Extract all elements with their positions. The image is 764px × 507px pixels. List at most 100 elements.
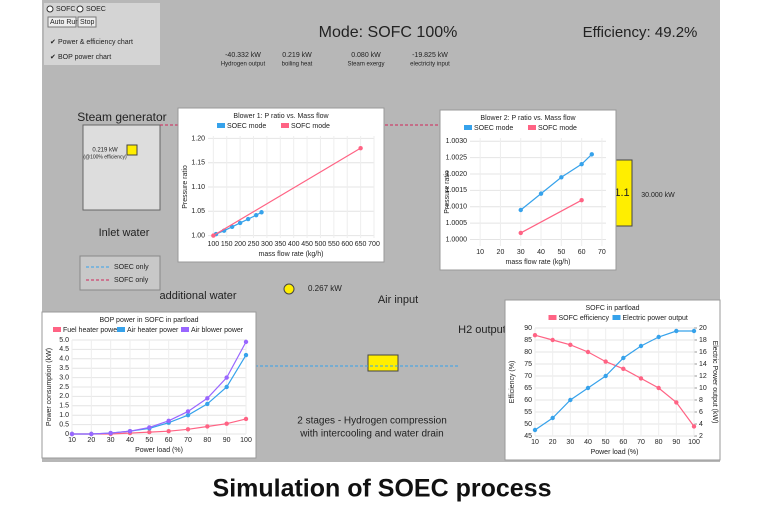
label: 2 stages - Hydrogen compression	[297, 416, 447, 427]
cooler	[367, 354, 399, 372]
button-label: Auto Run	[50, 19, 79, 26]
x-axis-label: Power load (%)	[591, 449, 639, 456]
checkbox[interactable]: ✔	[50, 39, 56, 46]
x-axis-label: Power load (%)	[135, 447, 183, 454]
checkbox[interactable]: ✔	[50, 54, 56, 61]
label: 0.267 kW	[308, 284, 342, 293]
y-tick-label: 1.0030	[446, 138, 468, 145]
x-tick-label: 70	[637, 439, 645, 446]
radio-label: SOFC	[56, 6, 75, 13]
x-tick-label: 300	[261, 241, 273, 248]
y-tick-label: 1.0020	[446, 171, 468, 178]
label: Air input	[378, 294, 418, 306]
point	[603, 373, 608, 379]
x-tick-label: 100	[240, 437, 252, 444]
series-line	[520, 199, 582, 234]
point	[166, 428, 171, 434]
point	[638, 376, 644, 381]
x-tick-label: 80	[655, 439, 663, 446]
x-tick-label: 20	[87, 437, 95, 444]
button[interactable]	[77, 16, 97, 28]
legend-label: SOEC mode	[474, 125, 513, 132]
chart-title: BOP power in SOFC in partload	[99, 317, 198, 324]
y2-tick-label: 10	[699, 385, 707, 392]
x-tick-label: 40	[584, 439, 592, 446]
x-tick-label: 10	[68, 437, 76, 444]
y-tick-label: 1.00	[191, 232, 205, 239]
point	[245, 216, 251, 222]
chart-bg	[504, 299, 721, 461]
y-tick-label: 2.0	[59, 393, 69, 400]
y-tick-label: 1.0025	[446, 154, 468, 161]
y2-tick-label: 20	[699, 325, 707, 332]
y2-tick-label: 4	[699, 421, 703, 428]
y-tick-label: 2.5	[59, 384, 69, 391]
x-axis-label: mass flow rate (kg/h)	[259, 251, 324, 258]
point	[656, 385, 661, 391]
y-tick-label: 1.0005	[446, 220, 468, 227]
legend-label: SOFC mode	[291, 123, 330, 130]
chart-title: SOFC in partload	[585, 305, 639, 312]
point	[243, 416, 249, 422]
x-tick-label: 250	[248, 241, 260, 248]
stat-label: electricity input	[410, 62, 450, 68]
radio[interactable]	[76, 5, 84, 13]
y-tick-label: 3.5	[59, 365, 69, 372]
legend-swatch	[612, 315, 621, 320]
stat-value: -40.332 kW	[225, 52, 261, 59]
checkbox-label: Power & efficiency chart	[58, 39, 133, 46]
point	[205, 401, 210, 407]
y-tick-label: 85	[524, 337, 532, 344]
point	[585, 349, 591, 355]
point	[518, 230, 523, 236]
x-tick-label: 20	[497, 249, 505, 256]
stat-value: -19.825 kW	[412, 52, 448, 59]
point	[185, 409, 191, 414]
x-tick-label: 100	[688, 439, 700, 446]
x-tick-label: 50	[145, 437, 153, 444]
point	[358, 145, 363, 151]
point	[621, 355, 626, 361]
y-tick-label: 1.0015	[446, 187, 468, 194]
series-line	[213, 147, 361, 237]
y-tick-label: 70	[524, 373, 532, 380]
point	[259, 210, 264, 215]
x-tick-label: 10	[476, 249, 484, 256]
label: H2 output	[458, 324, 506, 336]
radio[interactable]	[46, 5, 54, 13]
legend-swatch	[217, 123, 225, 128]
point	[568, 397, 573, 403]
point	[691, 328, 697, 334]
point	[674, 400, 679, 405]
point	[585, 385, 591, 391]
y2-tick-label: 12	[699, 373, 707, 380]
point	[550, 337, 555, 343]
legend-label: SOFC mode	[538, 125, 577, 132]
y-tick-label: 1.15	[191, 160, 205, 167]
y-tick-label: 1.20	[191, 135, 205, 142]
x-tick-label: 400	[288, 241, 300, 248]
point	[603, 359, 608, 364]
label: 30.000 kW	[641, 192, 675, 199]
point	[205, 396, 210, 401]
x-tick-label: 80	[203, 437, 211, 444]
button[interactable]	[47, 16, 77, 28]
point	[224, 375, 229, 380]
x-tick-label: 350	[274, 241, 286, 248]
button-label: Stop	[80, 19, 95, 26]
x-tick-label: 550	[328, 241, 340, 248]
efficiency: Efficiency: 49.2%	[583, 24, 698, 41]
point	[211, 233, 216, 238]
point	[621, 366, 626, 371]
legend-label: SOFC efficiency	[559, 315, 610, 322]
label: with intercooling and water drain	[299, 429, 443, 440]
stat-label: Steam exergy	[347, 62, 384, 68]
point	[532, 333, 538, 338]
x-tick-label: 150	[221, 241, 233, 248]
y2-tick-label: 6	[699, 409, 703, 416]
point	[550, 415, 555, 421]
y-axis-label: Efficiency (%)	[509, 361, 516, 404]
chart: Blower 2: P ratio vs. Mass flow SOEC mode…	[439, 109, 617, 271]
label: 1.1	[614, 187, 629, 199]
y-tick-label: 75	[524, 361, 532, 368]
